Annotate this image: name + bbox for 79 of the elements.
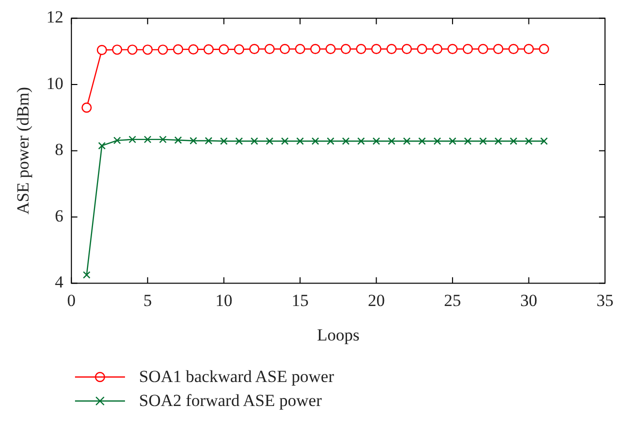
point <box>371 44 382 54</box>
point <box>113 136 121 144</box>
point <box>266 137 274 145</box>
point <box>82 102 92 113</box>
point <box>159 136 167 144</box>
x-tick-label: 30 <box>520 290 538 310</box>
point <box>144 136 152 144</box>
point <box>325 44 336 54</box>
x-tick-label: 5 <box>143 290 152 310</box>
point <box>432 44 442 54</box>
point <box>508 44 519 54</box>
legend-label: SOA2 forward ASE power <box>139 391 322 411</box>
point <box>128 136 136 144</box>
point <box>234 44 244 54</box>
point <box>386 44 397 54</box>
point <box>82 271 90 279</box>
point <box>524 44 534 54</box>
y-tick-label: 10 <box>46 74 64 93</box>
x-tick-label: 10 <box>215 290 232 310</box>
point <box>434 137 442 145</box>
x-axis-title: Loops <box>316 325 360 344</box>
point <box>312 137 320 145</box>
point <box>448 137 456 145</box>
point <box>188 44 198 54</box>
point <box>204 136 212 145</box>
x-tick-label: 35 <box>596 290 614 310</box>
y-tick-label: 6 <box>54 206 64 226</box>
point <box>388 137 396 145</box>
point <box>342 137 350 145</box>
point <box>127 44 138 55</box>
point <box>462 44 473 54</box>
point <box>403 137 411 145</box>
point <box>235 137 243 145</box>
point <box>418 137 426 145</box>
y-axis-title: ASE power (dBm) <box>14 86 33 214</box>
point <box>280 44 290 54</box>
point <box>98 142 106 150</box>
point <box>538 44 550 54</box>
x-tick-label: 15 <box>292 290 309 310</box>
y-tick-label: 4 <box>54 272 64 292</box>
point <box>158 44 168 55</box>
point <box>249 44 260 54</box>
point <box>220 137 228 145</box>
point <box>540 137 548 145</box>
point <box>281 137 289 145</box>
point <box>357 137 365 145</box>
point <box>340 44 351 54</box>
point <box>112 44 122 55</box>
point <box>510 137 518 145</box>
legend-label: SOA1 backward ASE power <box>139 367 334 387</box>
x-tick-label: 25 <box>444 290 462 310</box>
point <box>326 137 334 145</box>
point <box>356 44 366 54</box>
point <box>402 44 412 54</box>
point <box>204 44 214 54</box>
point <box>96 44 107 56</box>
point <box>479 137 487 145</box>
point <box>464 137 472 145</box>
point <box>447 44 458 54</box>
y-tick-label: 8 <box>54 140 64 160</box>
point <box>294 44 306 54</box>
point <box>478 44 488 54</box>
y-tick-label: 12 <box>46 8 64 27</box>
point <box>310 44 320 54</box>
x-tick-label: 0 <box>67 290 76 310</box>
point <box>174 136 182 144</box>
point <box>493 44 504 54</box>
point <box>218 44 229 54</box>
point <box>494 137 502 145</box>
x-tick-label: 20 <box>368 290 385 310</box>
point <box>250 137 258 145</box>
point <box>173 44 184 54</box>
point <box>190 136 198 145</box>
point <box>264 44 275 54</box>
point <box>372 137 380 145</box>
point <box>416 44 428 54</box>
point <box>524 137 533 145</box>
point <box>296 137 304 145</box>
point <box>142 44 153 55</box>
